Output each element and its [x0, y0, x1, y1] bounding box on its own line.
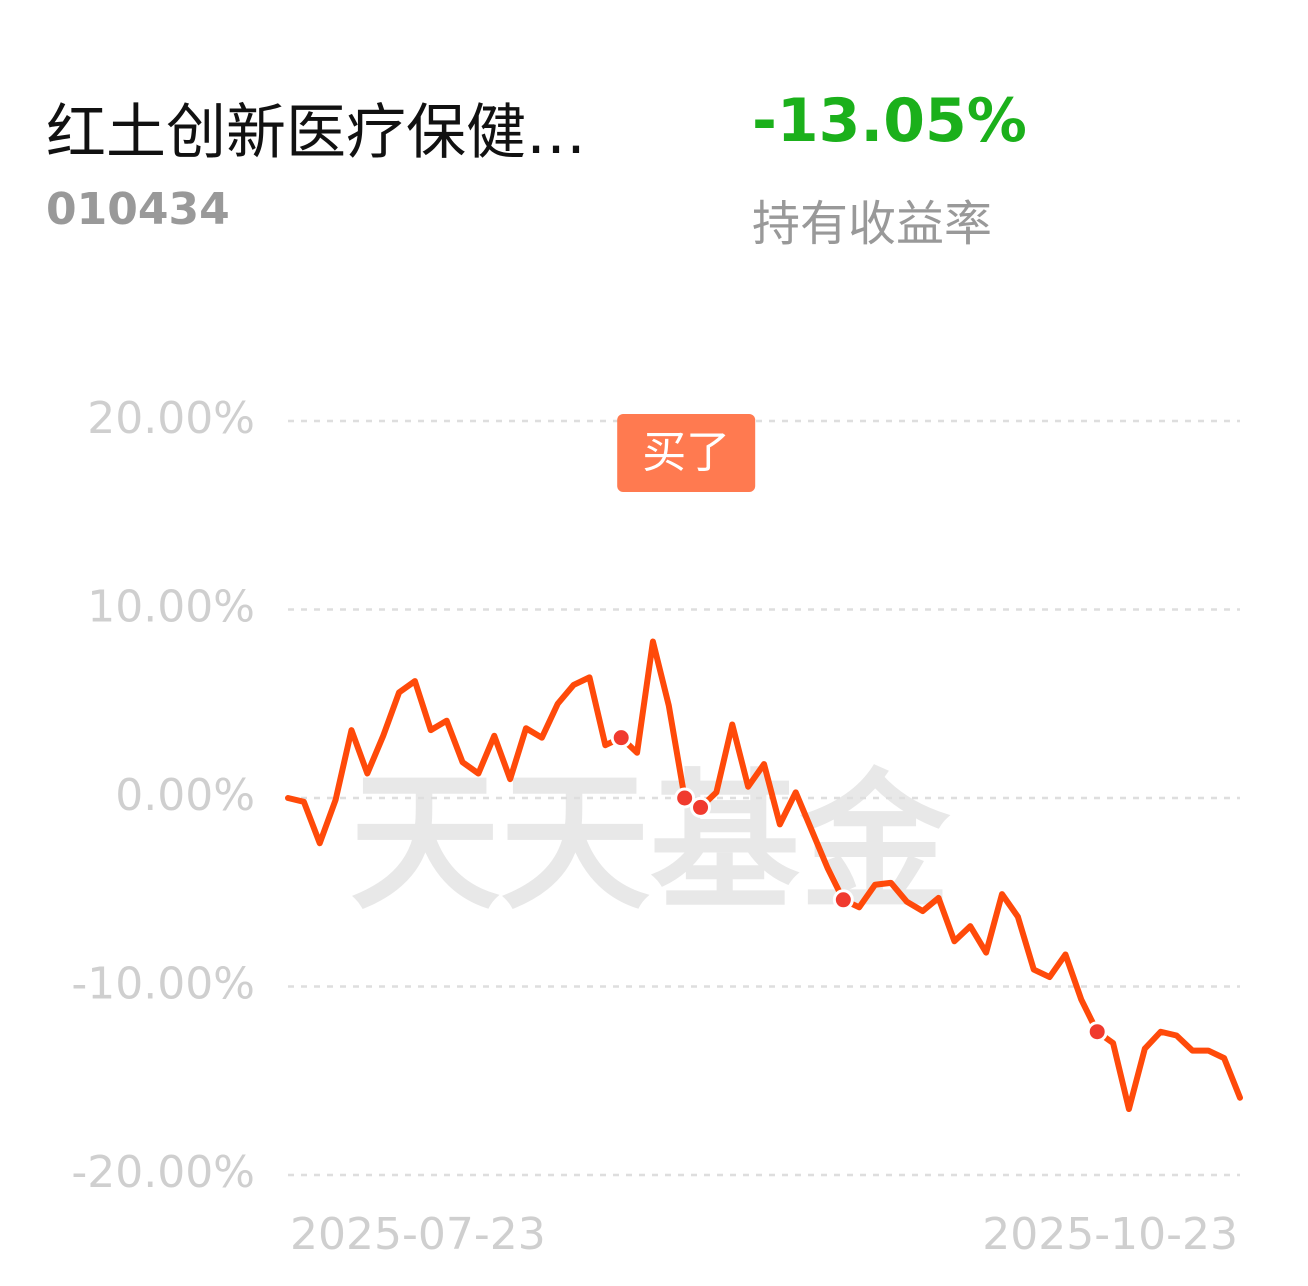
trade-marker — [690, 796, 712, 818]
trade-marker — [674, 787, 696, 809]
trade-marker — [832, 889, 854, 911]
annotation-text: 买了 — [642, 427, 730, 478]
y-tick-label: -10.00% — [71, 959, 255, 1010]
y-tick-label: -20.00% — [71, 1147, 255, 1198]
x-tick-label: 2025-10-23 — [982, 1209, 1238, 1260]
y-tick-label: 0.00% — [115, 770, 255, 821]
trade-marker — [1086, 1021, 1108, 1043]
y-tick-label: 20.00% — [87, 393, 255, 444]
x-tick-label: 2025-07-23 — [290, 1209, 546, 1260]
trade-marker — [610, 727, 632, 749]
fund-code: 010434 — [46, 184, 230, 235]
series-line — [285, 638, 1243, 1113]
fund-title: 红土创新医疗保健… — [46, 98, 586, 168]
return-label: 持有收益率 — [752, 196, 993, 252]
annotation-flag — [617, 414, 756, 492]
y-tick-label: 10.00% — [87, 582, 255, 633]
return-value: -13.05% — [752, 86, 1027, 156]
